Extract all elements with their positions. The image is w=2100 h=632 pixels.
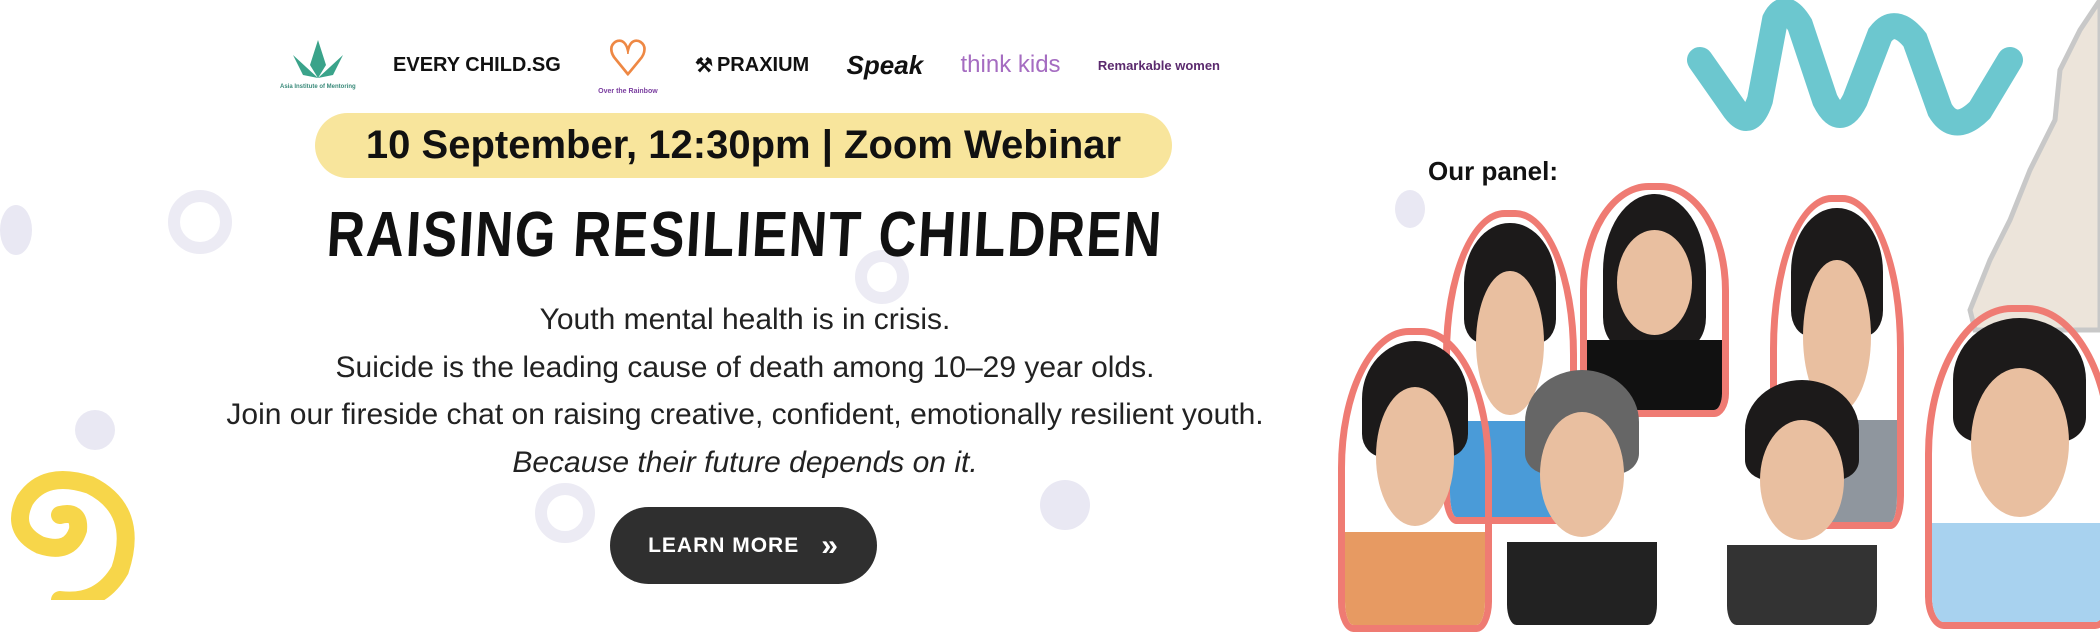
panel-label: Our panel: <box>1428 156 1559 186</box>
double-chevron-right-icon: » <box>821 528 839 562</box>
teal-squiggle-decoration <box>1687 0 2023 136</box>
dot-decoration <box>75 410 115 450</box>
logo-think-kids: think kids <box>960 51 1061 78</box>
partner-logos: Asia Institute of Mentoring EVERY CHILD.… <box>280 25 1220 105</box>
logo-remarkable-women: Remarkable women <box>1097 57 1220 73</box>
heart-icon: ♡ <box>606 32 650 86</box>
description: Youth mental health is in crisis. Suicid… <box>95 296 1395 486</box>
logo-praxium: ⚒ PRAXIUM <box>695 53 810 77</box>
learn-more-button[interactable]: LEARN MORE » <box>610 507 877 584</box>
panelist-photo <box>1580 183 1729 417</box>
panelist-photo <box>1720 368 1884 632</box>
page-title: RAISING RESILIENT CHILDREN <box>325 198 1165 270</box>
panelist-photo <box>1925 305 2100 629</box>
panelist-photo <box>1338 328 1492 632</box>
description-line: Join our fireside chat on raising creati… <box>226 398 1264 431</box>
logo-speak: Speak <box>846 49 924 80</box>
event-date-banner: 10 September, 12:30pm | Zoom Webinar <box>315 113 1172 178</box>
dot-decoration <box>0 205 32 255</box>
logo-every-child: EVERY CHILD.SG <box>393 53 561 76</box>
logo-asia-institute: Asia Institute of Mentoring <box>280 40 356 90</box>
description-line: Suicide is the leading cause of death am… <box>335 350 1155 384</box>
panelist-photo <box>1500 358 1664 632</box>
tagline: Because their future depends on it. <box>512 445 978 479</box>
ring-decoration <box>535 483 595 543</box>
description-line: Youth mental health is in crisis. <box>539 303 951 336</box>
dot-decoration <box>1395 190 1425 228</box>
tools-icon: ⚒ <box>695 54 713 77</box>
dot-decoration <box>1040 480 1090 530</box>
yellow-spiral-decoration <box>11 471 135 600</box>
logo-over-the-rainbow: ♡ Over the Rainbow <box>598 32 658 95</box>
